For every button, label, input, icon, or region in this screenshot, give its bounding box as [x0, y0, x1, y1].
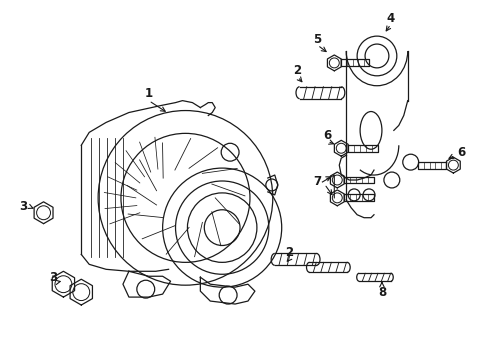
Text: 7: 7 [313, 175, 321, 189]
Polygon shape [418, 162, 446, 168]
Text: 2: 2 [285, 246, 293, 259]
Text: 5: 5 [313, 33, 321, 46]
Polygon shape [341, 59, 368, 66]
Text: 4: 4 [386, 12, 394, 25]
Text: 3: 3 [20, 200, 28, 213]
Text: 8: 8 [377, 285, 385, 299]
Polygon shape [344, 194, 373, 201]
Text: 1: 1 [144, 87, 152, 100]
Text: 2: 2 [293, 64, 301, 77]
Polygon shape [347, 145, 377, 152]
Text: 3: 3 [49, 271, 58, 284]
Text: 6: 6 [323, 129, 331, 142]
Text: 6: 6 [456, 146, 465, 159]
Polygon shape [344, 176, 373, 184]
